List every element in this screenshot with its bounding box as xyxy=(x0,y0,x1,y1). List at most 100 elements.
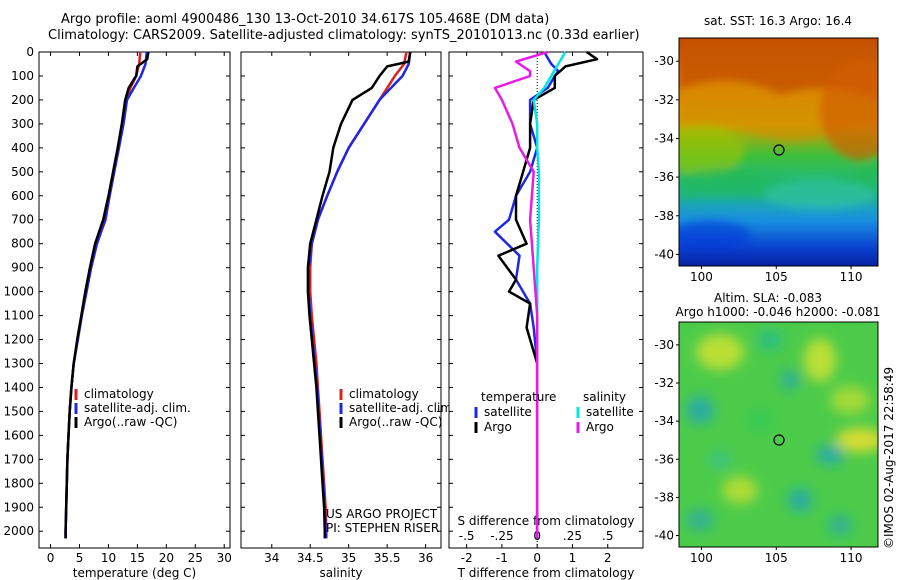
y-tick-label: 2000 xyxy=(3,524,34,538)
sla-map-axes: 100 105 110 -30 -32 -34 -36 -38 -40 xyxy=(654,338,862,565)
x-tick-label: 15 xyxy=(130,551,145,565)
series-line xyxy=(306,51,412,539)
series-line xyxy=(493,50,549,539)
x-tick-label: 36 xyxy=(418,551,433,565)
map-y-tick-label: -34 xyxy=(654,414,674,428)
map-y-tick-label: -30 xyxy=(654,338,674,352)
legend-title: salinity xyxy=(583,390,626,404)
series-line xyxy=(64,51,150,539)
legend-title: temperature xyxy=(481,390,556,404)
map-y-tick-label: -40 xyxy=(654,247,674,261)
legend-label: Argo(..raw -QC) xyxy=(84,415,177,429)
y-tick-label: 500 xyxy=(11,165,34,179)
y-tick-label: 900 xyxy=(11,261,34,275)
x-tick-label: 5 xyxy=(76,551,84,565)
legend-label: Argo(..raw -QC) xyxy=(349,415,442,429)
y-tick-label: 700 xyxy=(11,213,34,227)
legend-label: satellite xyxy=(484,405,532,419)
y-tick-label: 0 xyxy=(26,45,34,59)
legend-label: satellite-adj. clim. xyxy=(84,401,191,415)
x-tick-label: 35 xyxy=(341,551,356,565)
map-x-tick-label: 100 xyxy=(690,551,713,565)
x-tick-label: 20 xyxy=(159,551,174,565)
y-tick-label: 1400 xyxy=(3,380,34,394)
y-tick-label: 1700 xyxy=(3,452,34,466)
x-axis-label: T difference from climatology xyxy=(457,566,635,580)
title-line-2: Climatology: CARS2009. Satellite-adjuste… xyxy=(48,28,640,43)
x-tick-label: 25 xyxy=(188,551,203,565)
map-y-tick-label: -38 xyxy=(654,490,674,504)
profile-panel-1: 0100200300400500600700800900100011001200… xyxy=(3,45,231,580)
y-tick-label: 1600 xyxy=(3,428,34,442)
map-y-tick-label: -34 xyxy=(654,131,674,145)
map-y-tick-label: -32 xyxy=(654,93,674,107)
x-tick-label: 34.5 xyxy=(297,551,324,565)
x-axis-label: salinity xyxy=(319,566,362,580)
sst-map-title: sat. SST: 16.3 Argo: 16.4 xyxy=(704,14,852,28)
top-tick-label: -.5 xyxy=(459,529,475,543)
y-tick-label: 600 xyxy=(11,189,34,203)
x-tick-label: -2 xyxy=(461,551,473,565)
y-tick-label: 800 xyxy=(11,237,34,251)
profile-panel-2: 34 34.5 35 35.5 36 salinity climatologysatelli… xyxy=(240,51,456,580)
legend-label: Argo xyxy=(484,420,512,434)
plot-frame xyxy=(240,51,442,549)
x-tick-label: 1 xyxy=(569,551,577,565)
x-tick-label: 34 xyxy=(264,551,279,565)
map-y-tick-label: -40 xyxy=(654,529,674,543)
profile-panel-3: -2 -1 0 1 2T difference from climatology -.5 -… xyxy=(448,50,644,580)
legend-label: satellite xyxy=(586,405,634,419)
x-tick-label: 30 xyxy=(217,551,232,565)
sst-map xyxy=(678,37,879,267)
map-x-tick-label: 110 xyxy=(840,551,863,565)
y-tick-label: 200 xyxy=(11,93,34,107)
plot-frame xyxy=(38,51,231,549)
x-tick-label: 35.5 xyxy=(374,551,401,565)
y-tick-label: 1100 xyxy=(3,309,34,323)
top-axis-label: S difference from climatology xyxy=(458,514,635,528)
x-tick-label: -1 xyxy=(496,551,508,565)
plot-frame xyxy=(448,51,644,549)
pi-text: PI: STEPHEN RISER xyxy=(326,521,439,535)
argo-location-marker-sla xyxy=(773,434,785,446)
x-tick-label: 10 xyxy=(101,551,116,565)
imos-stamp: ©IMOS 02-Aug-2017 22:58:49 xyxy=(882,367,896,549)
map-y-tick-label: -38 xyxy=(654,209,674,223)
y-tick-label: 300 xyxy=(11,117,34,131)
map-x-tick-label: 105 xyxy=(765,270,788,284)
map-y-tick-label: -36 xyxy=(654,170,674,184)
x-axis-label: temperature (deg C) xyxy=(73,566,196,580)
y-tick-label: 1200 xyxy=(3,333,34,347)
map-y-tick-label: -36 xyxy=(654,452,674,466)
legend-label: climatology xyxy=(349,387,419,401)
y-tick-label: 1500 xyxy=(3,404,34,418)
x-tick-label: 0 xyxy=(47,551,55,565)
legend-label: satellite-adj. clim. xyxy=(349,401,456,415)
credit-text: US ARGO PROJECT xyxy=(326,507,438,521)
sla-map-title: Altim. SLA: -0.083 xyxy=(714,291,822,305)
map-x-tick-label: 110 xyxy=(840,270,863,284)
sst-map-axes: 100 105 110 -30 -32 -34 -36 -38 -40 xyxy=(654,54,862,284)
x-tick-label: 0 xyxy=(533,551,541,565)
y-tick-label: 1800 xyxy=(3,476,34,490)
argo-location-marker xyxy=(773,144,785,156)
y-tick-label: 1000 xyxy=(3,285,34,299)
top-tick-label: .25 xyxy=(563,529,582,543)
top-tick-label: -.25 xyxy=(490,529,513,543)
top-tick-label: .5 xyxy=(602,529,613,543)
map-y-tick-label: -30 xyxy=(654,54,674,68)
y-tick-label: 1300 xyxy=(3,356,34,370)
map-y-tick-label: -32 xyxy=(654,376,674,390)
y-tick-label: 1900 xyxy=(3,500,34,514)
map-x-tick-label: 100 xyxy=(690,270,713,284)
sla-map-subtitle: Argo h1000: -0.046 h2000: -0.081 xyxy=(676,305,881,319)
x-tick-label: 2 xyxy=(604,551,612,565)
sla-map xyxy=(678,321,879,548)
map-x-tick-label: 105 xyxy=(765,551,788,565)
y-tick-label: 400 xyxy=(11,141,34,155)
y-tick-label: 100 xyxy=(11,69,34,83)
legend-label: climatology xyxy=(84,387,154,401)
legend-label: Argo xyxy=(586,420,614,434)
title-line-1: Argo profile: aoml 4900486_130 13-Oct-20… xyxy=(61,12,550,27)
